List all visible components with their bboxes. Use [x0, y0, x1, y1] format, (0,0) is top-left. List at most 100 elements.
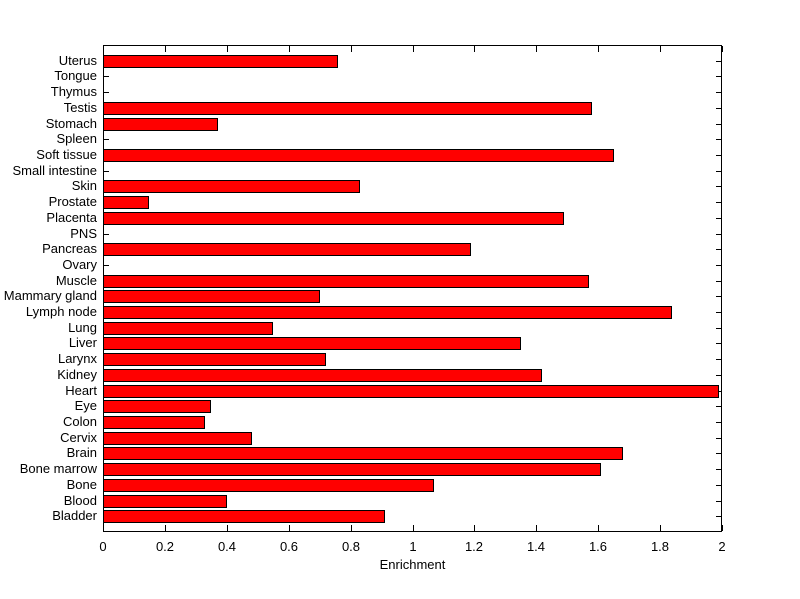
y-axis-label-thymus: Thymus — [50, 84, 97, 99]
bar-uterus — [103, 55, 338, 68]
x-tick-label-1-8: 1.8 — [650, 539, 670, 554]
x-tick-label-1-6: 1.6 — [588, 539, 608, 554]
bar-stomach — [103, 118, 218, 131]
y-tick-right-bone-marrow — [716, 469, 721, 470]
y-tick-right-muscle — [716, 281, 721, 282]
x-tick-top-0-2 — [165, 46, 166, 52]
bar-lymph-node — [103, 306, 672, 319]
y-tick-right-mammary-gland — [716, 296, 721, 297]
x-tick-bottom-1-6 — [598, 525, 599, 531]
y-axis-label-larynx: Larynx — [57, 351, 97, 366]
y-axis-label-colon: Colon — [63, 414, 97, 429]
bar-cervix — [103, 432, 252, 445]
bar-soft-tissue — [103, 149, 614, 162]
y-axis-label-spleen: Spleen — [56, 131, 97, 146]
y-tick-right-uterus — [716, 61, 721, 62]
bar-lung — [103, 322, 273, 335]
bar-mammary-gland — [103, 290, 320, 303]
y-tick-left-small-intestine — [104, 171, 109, 172]
y-tick-right-lymph-node — [716, 312, 721, 313]
y-tick-right-stomach — [716, 124, 721, 125]
y-tick-right-prostate — [716, 202, 721, 203]
x-tick-bottom-0-8 — [351, 525, 352, 531]
bar-prostate — [103, 196, 149, 209]
x-tick-bottom-1 — [413, 525, 414, 531]
y-axis-label-liver: Liver — [68, 335, 97, 350]
y-axis-label-placenta: Placenta — [46, 210, 97, 225]
y-axis-label-cervix: Cervix — [60, 430, 97, 445]
y-tick-left-thymus — [104, 92, 109, 93]
y-tick-right-lung — [716, 328, 721, 329]
y-axis-label-heart: Heart — [65, 383, 97, 398]
y-tick-right-colon — [716, 422, 721, 423]
y-axis-label-small-intestine: Small intestine — [12, 163, 97, 178]
x-tick-label-0: 0 — [99, 539, 107, 554]
x-tick-label-0-6: 0.6 — [279, 539, 299, 554]
y-tick-right-eye — [716, 406, 721, 407]
y-axis-label-brain: Brain — [66, 445, 97, 460]
y-axis-label-eye: Eye — [74, 398, 97, 413]
bar-heart — [103, 385, 719, 398]
y-axis-label-testis: Testis — [63, 100, 97, 115]
x-tick-bottom-0-4 — [227, 525, 228, 531]
x-tick-top-1-4 — [536, 46, 537, 52]
y-tick-right-bone — [716, 485, 721, 486]
y-tick-right-liver — [716, 343, 721, 344]
x-tick-top-0 — [103, 46, 104, 52]
y-axis-label-pancreas: Pancreas — [42, 241, 97, 256]
bar-bone — [103, 479, 434, 492]
y-tick-left-tongue — [104, 76, 109, 77]
y-tick-right-bladder — [716, 516, 721, 517]
x-tick-label-1: 1 — [409, 539, 417, 554]
y-tick-right-spleen — [716, 139, 721, 140]
y-axis-label-bone: Bone — [66, 477, 97, 492]
x-tick-label-1-4: 1.4 — [526, 539, 546, 554]
bar-bladder — [103, 510, 385, 523]
y-axis-label-bone-marrow: Bone marrow — [19, 461, 97, 476]
y-axis-label-prostate: Prostate — [48, 194, 97, 209]
y-tick-right-kidney — [716, 375, 721, 376]
x-tick-label-0-4: 0.4 — [217, 539, 237, 554]
y-tick-right-placenta — [716, 218, 721, 219]
x-tick-bottom-1-8 — [660, 525, 661, 531]
y-axis-label-kidney: Kidney — [57, 367, 97, 382]
x-tick-top-2 — [722, 46, 723, 52]
bar-skin — [103, 180, 360, 193]
y-tick-right-blood — [716, 501, 721, 502]
y-axis-label-ovary: Ovary — [62, 257, 97, 272]
y-axis-label-mammary-gland: Mammary gland — [3, 288, 97, 303]
x-tick-label-0-8: 0.8 — [341, 539, 361, 554]
bar-liver — [103, 337, 521, 350]
y-axis-label-bladder: Bladder — [52, 508, 97, 523]
y-tick-right-larynx — [716, 359, 721, 360]
x-tick-label-2: 2 — [718, 539, 726, 554]
y-tick-right-ovary — [716, 265, 721, 266]
y-axis-label-tongue: Tongue — [54, 68, 97, 83]
y-tick-left-pns — [104, 234, 109, 235]
bar-colon — [103, 416, 205, 429]
x-tick-top-1-2 — [474, 46, 475, 52]
x-tick-bottom-1-2 — [474, 525, 475, 531]
y-axis-label-muscle: Muscle — [55, 273, 97, 288]
x-tick-bottom-1-4 — [536, 525, 537, 531]
x-axis-title: Enrichment — [379, 557, 446, 572]
bar-kidney — [103, 369, 542, 382]
y-tick-right-brain — [716, 453, 721, 454]
y-axis-label-skin: Skin — [71, 178, 97, 193]
x-tick-top-0-8 — [351, 46, 352, 52]
x-tick-top-1-6 — [598, 46, 599, 52]
y-tick-right-cervix — [716, 438, 721, 439]
bar-bone-marrow — [103, 463, 601, 476]
bar-pancreas — [103, 243, 471, 256]
x-tick-label-0-2: 0.2 — [155, 539, 175, 554]
x-tick-top-0-6 — [289, 46, 290, 52]
x-tick-bottom-0-2 — [165, 525, 166, 531]
x-tick-top-1-8 — [660, 46, 661, 52]
y-tick-right-small-intestine — [716, 171, 721, 172]
x-tick-bottom-0 — [103, 525, 104, 531]
x-tick-bottom-0-6 — [289, 525, 290, 531]
y-axis-label-uterus: Uterus — [58, 53, 97, 68]
y-tick-right-testis — [716, 108, 721, 109]
y-tick-left-spleen — [104, 139, 109, 140]
